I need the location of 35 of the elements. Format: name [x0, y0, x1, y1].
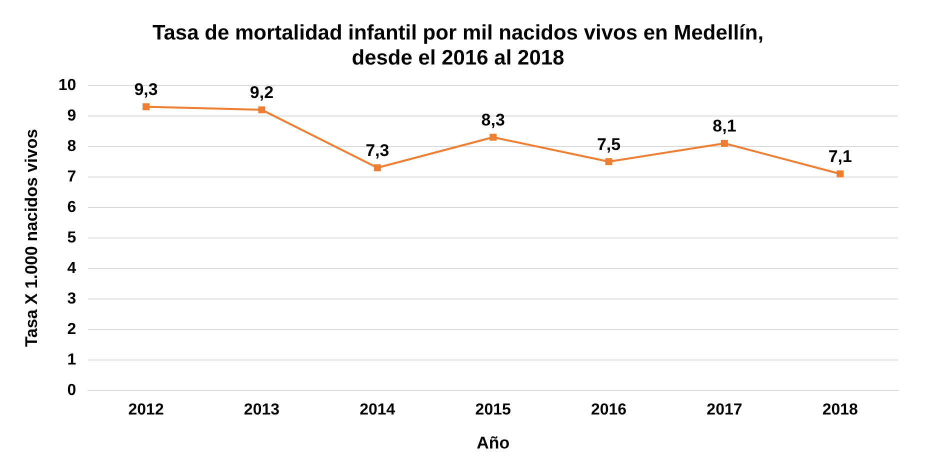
- y-tick-label: 7: [67, 168, 76, 186]
- data-label: 7,5: [596, 134, 621, 154]
- data-label: 8,1: [712, 116, 736, 136]
- y-tick-label: 1: [67, 351, 76, 368]
- y-tick-label: 4: [67, 260, 76, 277]
- point: [374, 164, 381, 172]
- point: [490, 134, 497, 141]
- y-tick-label: 3: [67, 290, 76, 308]
- x-tick-label: 2015: [475, 401, 511, 418]
- y-tick-label: 6: [67, 198, 76, 216]
- y-tick-label: 10: [58, 76, 76, 94]
- y-tick-label: 8: [67, 138, 76, 155]
- data-label: 8,3: [481, 110, 505, 130]
- y-tick-label: 2: [67, 320, 76, 338]
- data-label: 7,3: [366, 140, 390, 160]
- x-tick-label: 2017: [706, 401, 742, 418]
- x-axis-title: Año: [476, 433, 510, 452]
- point: [836, 170, 844, 178]
- point: [258, 106, 266, 114]
- y-tick-label: 9: [67, 107, 76, 124]
- point: [142, 103, 150, 110]
- chart-title: Tasa de mortalidad infantil por mil nacidos vivos en Medellín, desde el 2016 al 2018: [152, 21, 764, 70]
- x-tick-label: 2013: [244, 401, 280, 418]
- x-tick-label: 2012: [128, 401, 164, 418]
- x-tick-label: 2018: [822, 401, 858, 418]
- x-tick-label: 2016: [590, 401, 627, 418]
- data-label: 9,2: [250, 82, 274, 102]
- data-label: 9,3: [134, 80, 158, 99]
- point: [720, 140, 728, 147]
- y-tick-label: 0: [67, 382, 76, 399]
- data-label: 7,1: [828, 147, 852, 166]
- y-tick-label: 5: [67, 229, 76, 246]
- y-axis-title: Tasa X 1.000 nacidos vivos: [22, 128, 41, 347]
- x-tick-label: 2014: [360, 401, 396, 418]
- point: [605, 158, 612, 166]
